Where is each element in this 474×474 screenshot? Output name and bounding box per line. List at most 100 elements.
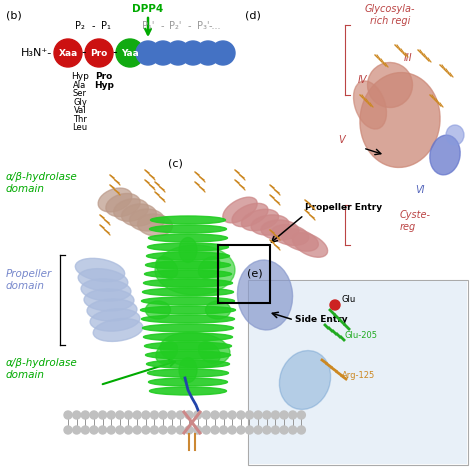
Circle shape	[133, 426, 141, 434]
Circle shape	[194, 411, 201, 419]
Text: P₂: P₂	[75, 21, 85, 31]
Circle shape	[99, 411, 107, 419]
Ellipse shape	[430, 135, 460, 175]
Ellipse shape	[114, 199, 148, 221]
Circle shape	[211, 411, 219, 419]
Text: Pro: Pro	[95, 72, 113, 81]
Circle shape	[73, 411, 81, 419]
Circle shape	[211, 426, 219, 434]
Ellipse shape	[237, 260, 292, 330]
Circle shape	[280, 426, 288, 434]
Circle shape	[202, 411, 210, 419]
Text: Ala: Ala	[73, 81, 87, 90]
Circle shape	[219, 411, 228, 419]
Circle shape	[272, 411, 280, 419]
Text: Xaa: Xaa	[58, 48, 78, 57]
Circle shape	[289, 411, 297, 419]
Ellipse shape	[179, 357, 197, 383]
Ellipse shape	[279, 351, 331, 410]
Circle shape	[237, 426, 245, 434]
Ellipse shape	[84, 289, 134, 311]
Circle shape	[194, 426, 201, 434]
Ellipse shape	[98, 188, 132, 212]
Text: Hyp: Hyp	[94, 81, 114, 90]
Text: (e): (e)	[247, 268, 263, 278]
Text: (c): (c)	[168, 158, 182, 168]
Text: P₁: P₁	[101, 21, 111, 31]
Circle shape	[136, 41, 160, 65]
Circle shape	[297, 426, 305, 434]
Text: P₁': P₁'	[142, 21, 154, 31]
Circle shape	[168, 426, 176, 434]
Ellipse shape	[142, 297, 235, 305]
Text: Glu-205: Glu-205	[345, 330, 378, 339]
Circle shape	[272, 426, 280, 434]
Circle shape	[125, 411, 133, 419]
Text: (b): (b)	[6, 10, 22, 20]
Ellipse shape	[446, 125, 464, 145]
Ellipse shape	[156, 342, 178, 363]
Circle shape	[211, 41, 235, 65]
Circle shape	[280, 411, 288, 419]
Ellipse shape	[144, 279, 233, 287]
Circle shape	[99, 426, 107, 434]
Ellipse shape	[145, 342, 231, 350]
Ellipse shape	[282, 229, 319, 251]
Circle shape	[81, 411, 89, 419]
Text: α/β-hydrolase
domain: α/β-hydrolase domain	[6, 172, 78, 194]
Ellipse shape	[367, 63, 412, 108]
Text: Thr: Thr	[73, 115, 87, 124]
Ellipse shape	[360, 73, 440, 167]
Circle shape	[107, 411, 115, 419]
Ellipse shape	[75, 258, 125, 282]
Text: Arg-125: Arg-125	[342, 371, 375, 380]
Ellipse shape	[292, 233, 328, 257]
Circle shape	[73, 426, 81, 434]
Circle shape	[166, 41, 190, 65]
Text: -: -	[82, 46, 86, 60]
Ellipse shape	[81, 279, 131, 301]
Ellipse shape	[129, 209, 164, 231]
Circle shape	[116, 426, 124, 434]
Circle shape	[133, 411, 141, 419]
Ellipse shape	[147, 369, 228, 377]
Circle shape	[150, 426, 158, 434]
Text: Glu: Glu	[342, 295, 356, 304]
Ellipse shape	[155, 245, 235, 295]
Ellipse shape	[146, 261, 230, 269]
Ellipse shape	[271, 225, 309, 246]
Text: Glycosyla-
rich regi: Glycosyla- rich regi	[365, 4, 415, 27]
Text: V: V	[339, 135, 346, 145]
Ellipse shape	[149, 225, 227, 233]
Ellipse shape	[87, 299, 137, 321]
Ellipse shape	[261, 220, 299, 240]
Text: -: -	[91, 21, 95, 31]
Text: Val: Val	[73, 106, 86, 115]
Ellipse shape	[148, 234, 228, 242]
Circle shape	[246, 411, 254, 419]
Text: Side Entry: Side Entry	[295, 316, 347, 325]
Ellipse shape	[232, 203, 268, 227]
Ellipse shape	[93, 319, 143, 341]
Circle shape	[116, 39, 144, 67]
Ellipse shape	[156, 257, 178, 278]
Circle shape	[219, 426, 228, 434]
Text: Pro: Pro	[91, 48, 108, 57]
Circle shape	[263, 411, 271, 419]
Bar	[248, 280, 468, 465]
Text: Propeller
domain: Propeller domain	[6, 269, 52, 291]
Circle shape	[228, 426, 236, 434]
Ellipse shape	[149, 387, 227, 395]
Ellipse shape	[137, 214, 173, 236]
Bar	[218, 245, 270, 303]
Ellipse shape	[206, 301, 230, 319]
Ellipse shape	[106, 193, 140, 217]
Circle shape	[176, 426, 184, 434]
Circle shape	[150, 411, 158, 419]
Circle shape	[185, 411, 193, 419]
Circle shape	[176, 411, 184, 419]
Circle shape	[168, 411, 176, 419]
Text: Ser: Ser	[73, 89, 87, 98]
Circle shape	[159, 411, 167, 419]
Ellipse shape	[146, 252, 229, 260]
